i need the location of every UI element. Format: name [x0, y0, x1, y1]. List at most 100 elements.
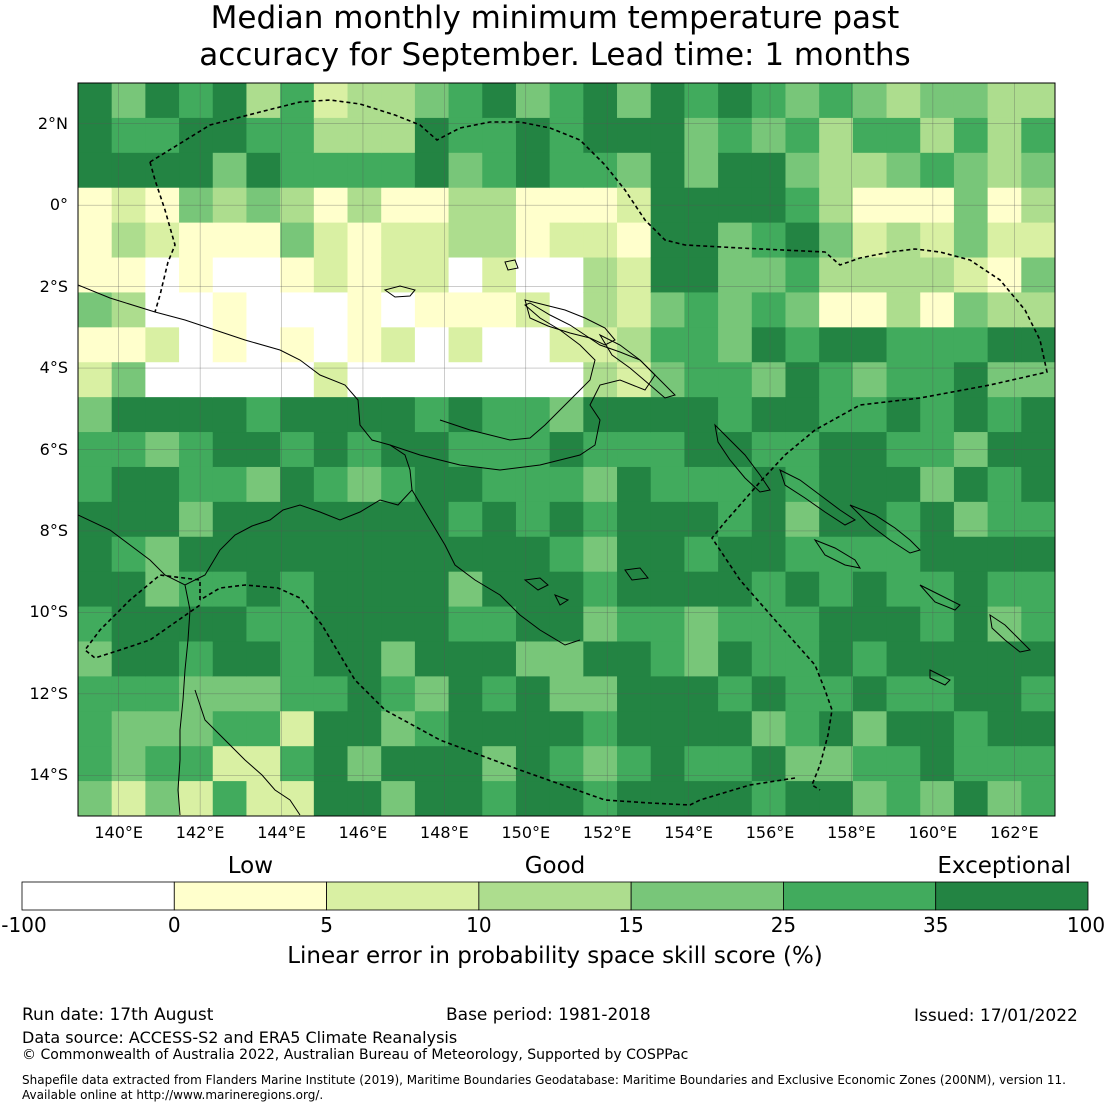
- latitude-tick-label: 6°S: [39, 439, 68, 459]
- grid-cell: [414, 606, 450, 643]
- grid-cell: [313, 501, 349, 538]
- grid-cell: [650, 606, 686, 643]
- grid-cell: [718, 222, 753, 259]
- grid-cell: [1021, 327, 1055, 363]
- grid-cell: [212, 187, 248, 224]
- grid-cell: [886, 641, 921, 677]
- grid-cell: [617, 327, 652, 363]
- grid-cell: [482, 501, 517, 538]
- colorbar-tick-label: 35: [922, 913, 949, 937]
- grid-cell: [583, 222, 618, 259]
- grid-cell: [920, 781, 955, 816]
- grid-cell: [718, 466, 753, 503]
- grid-cell: [414, 187, 450, 224]
- grid-cell: [684, 501, 719, 538]
- grid-cell: [280, 257, 315, 294]
- grid-cell: [886, 711, 921, 747]
- grid-cell: [852, 187, 888, 224]
- grid-cell: [886, 432, 921, 468]
- grid-cell: [1021, 152, 1055, 189]
- grid-cell: [482, 152, 517, 189]
- shapefile-credit-line2: Available online at http://www.marinereg…: [22, 1088, 324, 1102]
- grid-cell: [852, 327, 888, 363]
- grid-cell: [819, 676, 854, 712]
- grid-cell: [246, 466, 281, 503]
- grid-cell: [381, 571, 416, 608]
- grid-cell: [684, 571, 719, 608]
- grid-cell: [381, 187, 416, 224]
- grid-cell: [886, 466, 921, 503]
- grid-cell: [987, 432, 1022, 468]
- grid-cell: [852, 466, 888, 503]
- grid-cell: [617, 746, 652, 782]
- grid-cell: [650, 536, 686, 573]
- grid-cell: [78, 501, 113, 538]
- grid-cell: [347, 257, 382, 294]
- grid-cell: [549, 327, 584, 363]
- grid-cell: [414, 466, 450, 503]
- grid-cell: [852, 257, 888, 294]
- grid-cell: [953, 746, 989, 782]
- grid-cell: [684, 362, 719, 398]
- grid-cell: [280, 501, 315, 538]
- grid-cell: [313, 292, 349, 328]
- grid-cell: [111, 501, 146, 538]
- grid-cell: [819, 571, 854, 608]
- grid-cell: [212, 327, 248, 363]
- grid-cell: [111, 676, 146, 712]
- grid-cell: [549, 536, 584, 573]
- grid-cell: [684, 711, 719, 747]
- map-frame: [77, 82, 1056, 817]
- colorbar-tick-label: 10: [466, 913, 492, 937]
- grid-cell: [1021, 432, 1055, 468]
- grid-cell: [347, 711, 382, 747]
- grid-cell: [549, 117, 584, 154]
- grid-cell: [1021, 501, 1055, 538]
- grid-cell: [617, 222, 652, 259]
- longitude-tick-label: 154°E: [664, 823, 713, 842]
- grid-cell: [78, 222, 113, 259]
- grid-cell: [819, 187, 854, 224]
- grid-cell: [246, 83, 281, 119]
- grid-cell: [179, 83, 214, 119]
- grid-cell: [111, 746, 146, 782]
- grid-cell: [111, 83, 146, 119]
- solomon-islands-coastline: [779, 469, 1032, 686]
- grid-cell: [179, 571, 214, 608]
- grid-cell: [987, 397, 1022, 433]
- grid-cell: [819, 152, 854, 189]
- grid-cell: [111, 397, 146, 433]
- grid-cell: [111, 292, 146, 328]
- grid-cell: [920, 257, 955, 294]
- grid-cell: [347, 641, 382, 677]
- grid-cell: [246, 606, 281, 643]
- colorbar-segment: [783, 881, 937, 911]
- grid-cell: [515, 292, 551, 328]
- grid-cell: [718, 257, 753, 294]
- grid-cell: [381, 152, 416, 189]
- grid-cell: [583, 641, 618, 677]
- grid-cell: [78, 676, 113, 712]
- grid-cell: [414, 676, 450, 712]
- grid-cell: [482, 362, 517, 398]
- grid-cell: [785, 746, 820, 782]
- grid-cell: [448, 257, 483, 294]
- grid-cell: [145, 117, 180, 154]
- grid-cell: [515, 501, 551, 538]
- grid-cell: [650, 711, 686, 747]
- grid-cell: [280, 676, 315, 712]
- grid-cell: [987, 466, 1022, 503]
- grid-cell: [785, 641, 820, 677]
- grid-cell: [953, 501, 989, 538]
- grid-cell: [111, 641, 146, 677]
- grid-cell: [482, 397, 517, 433]
- grid-cell: [1021, 466, 1055, 503]
- grid-cell: [1021, 781, 1055, 816]
- grid-cell: [179, 362, 214, 398]
- grid-cell: [78, 83, 113, 119]
- grid-cell: [718, 606, 753, 643]
- longitude-tick-label: 150°E: [501, 823, 551, 842]
- grid-cell: [920, 501, 955, 538]
- grid-cell: [819, 641, 854, 677]
- grid-cell: [246, 257, 281, 294]
